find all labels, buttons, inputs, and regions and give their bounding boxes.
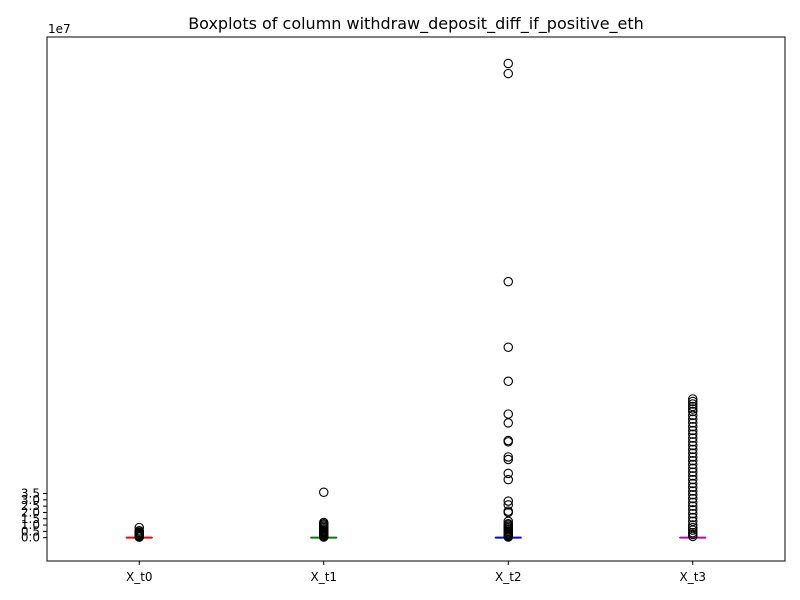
outlier-point bbox=[503, 500, 513, 510]
outlier-point bbox=[687, 508, 698, 519]
plot-frame bbox=[46, 36, 786, 562]
axes: 0.00.51.01.52.02.53.03.5 X_t0 X_t1 X_t2 X_t3 bbox=[21, 36, 786, 584]
plot-area bbox=[125, 58, 707, 542]
outlier-point bbox=[687, 399, 698, 409]
outlier-point bbox=[687, 440, 698, 451]
outlier-point bbox=[503, 68, 513, 79]
outlier-point bbox=[687, 418, 698, 428]
outlier-point bbox=[503, 376, 513, 387]
outlier-point bbox=[687, 452, 698, 462]
outlier-point bbox=[503, 276, 513, 287]
outlier-point bbox=[503, 58, 513, 69]
outlier-point bbox=[687, 471, 698, 481]
outlier-point bbox=[687, 394, 698, 404]
y-tick-label: 2.0 bbox=[21, 505, 40, 519]
outlier-point bbox=[687, 425, 698, 436]
outlier-point bbox=[318, 487, 329, 498]
outlier-point bbox=[687, 493, 698, 504]
outlier-point bbox=[687, 486, 698, 496]
box-X_t1 bbox=[310, 487, 338, 542]
outlier-point bbox=[687, 433, 698, 443]
outlier-point bbox=[687, 396, 698, 407]
outlier-point bbox=[687, 525, 698, 535]
x-tick-label: X_t3 bbox=[679, 570, 706, 584]
outlier-point bbox=[503, 452, 513, 462]
outlier-point bbox=[687, 478, 698, 489]
outlier-point bbox=[318, 532, 329, 542]
y-tick-label: 1.0 bbox=[21, 518, 40, 532]
outlier-point bbox=[503, 474, 513, 485]
outlier-point bbox=[687, 444, 698, 455]
outlier-point bbox=[687, 437, 698, 447]
outlier-point bbox=[687, 414, 698, 424]
outlier-point bbox=[687, 482, 698, 492]
outlier-point bbox=[687, 501, 698, 511]
x-tick-label: X_t0 bbox=[126, 570, 153, 584]
chart-title: Boxplots of column withdraw_deposit_diff… bbox=[188, 14, 644, 34]
outlier-point bbox=[687, 531, 698, 542]
outlier-point bbox=[687, 448, 698, 458]
outlier-point bbox=[687, 474, 698, 485]
outlier-point bbox=[503, 532, 513, 542]
x-tick-label: X_t1 bbox=[310, 570, 337, 584]
box-X_t0 bbox=[125, 522, 153, 542]
outlier-point bbox=[687, 497, 698, 508]
y-axis-offset-label: 1e7 bbox=[48, 22, 71, 36]
outlier-point bbox=[503, 409, 513, 419]
outlier-point bbox=[687, 406, 698, 417]
y-tick-label: 0.0 bbox=[21, 531, 40, 545]
x-tick-label: X_t2 bbox=[495, 570, 522, 584]
outlier-point bbox=[687, 421, 698, 432]
outlier-point bbox=[687, 459, 698, 470]
outlier-point bbox=[687, 429, 698, 440]
outlier-point bbox=[687, 410, 698, 421]
outlier-point bbox=[687, 455, 698, 466]
outlier-point bbox=[503, 496, 513, 506]
y-tick-label: 0.5 bbox=[21, 524, 40, 538]
outlier-point bbox=[503, 454, 513, 465]
outlier-point bbox=[503, 342, 513, 352]
outlier-point bbox=[687, 505, 698, 515]
outlier-point bbox=[503, 437, 513, 447]
outlier-point bbox=[503, 468, 513, 479]
outlier-point bbox=[134, 532, 145, 542]
outlier-point bbox=[687, 463, 698, 474]
outlier-point bbox=[687, 467, 698, 477]
outlier-point bbox=[687, 512, 698, 523]
y-tick-label: 3.0 bbox=[21, 493, 40, 507]
outlier-point bbox=[503, 418, 513, 428]
outlier-point bbox=[687, 404, 698, 414]
box-X_t3 bbox=[679, 394, 707, 542]
box-X_t2 bbox=[494, 58, 522, 542]
outlier-point bbox=[687, 520, 698, 530]
y-tick-label: 2.5 bbox=[21, 499, 40, 513]
y-tick-label: 3.5 bbox=[21, 487, 40, 501]
outlier-point bbox=[687, 490, 698, 500]
y-tick-label: 1.5 bbox=[21, 512, 40, 526]
